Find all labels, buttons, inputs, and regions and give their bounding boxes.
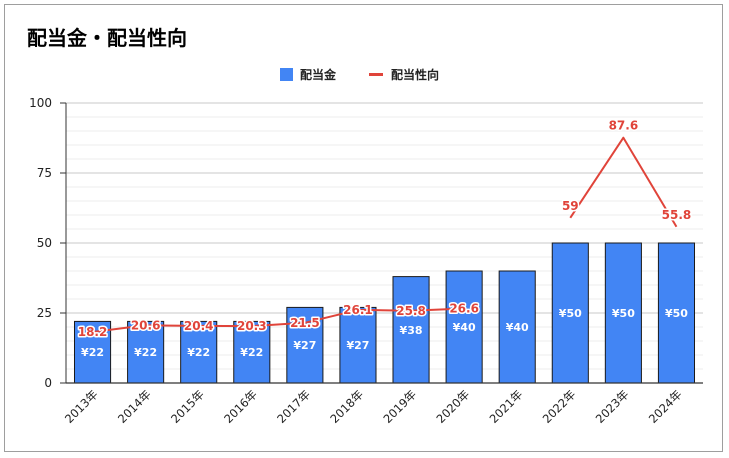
x-tick-label: 2019年 xyxy=(380,387,419,426)
bar xyxy=(604,242,642,384)
chart-title: 配当金・配当性向 xyxy=(27,26,187,50)
bar xyxy=(233,320,271,384)
line-data-label: 18.2 xyxy=(78,325,108,339)
bar-data-label: ¥27 xyxy=(346,339,369,352)
bar-data-label: ¥22 xyxy=(240,346,263,359)
x-tick-label: 2021年 xyxy=(487,387,526,426)
x-tick-label: 2022年 xyxy=(540,387,579,426)
bar xyxy=(498,270,536,384)
x-tick-label: 2015年 xyxy=(168,387,207,426)
bar-data-label: ¥22 xyxy=(134,346,157,359)
bar xyxy=(445,270,483,384)
y-tick-label: 100 xyxy=(29,96,52,110)
bar-data-label: ¥50 xyxy=(665,307,688,320)
x-tick-label: 2024年 xyxy=(646,387,685,426)
payout-ratio-line xyxy=(92,307,465,334)
bar-data-label: ¥38 xyxy=(400,324,423,337)
bar xyxy=(127,320,165,384)
bar xyxy=(551,242,589,384)
line-data-label: 26.6 xyxy=(449,302,479,316)
x-tick-label: 2013年 xyxy=(62,387,101,426)
legend-swatch-bar-icon xyxy=(280,67,293,81)
line-data-label: 20.6 xyxy=(131,318,161,332)
chart-legend: 配当金 配当性向 xyxy=(0,64,729,84)
x-tick-label: 2020年 xyxy=(434,387,473,426)
bar xyxy=(657,242,696,384)
payout-ratio-line xyxy=(569,136,678,228)
line-data-label: 21.5 xyxy=(290,316,320,330)
x-tick-label: 2014年 xyxy=(115,387,154,426)
y-tick-label: 25 xyxy=(37,306,52,320)
legend-item-dividend: 配当金 xyxy=(280,64,336,84)
legend-label-payout-ratio: 配当性向 xyxy=(391,67,440,82)
bar-data-label: ¥22 xyxy=(81,346,104,359)
y-tick-label: 0 xyxy=(44,376,52,390)
y-tick-label: 75 xyxy=(37,166,52,180)
line-data-label: 20.3 xyxy=(237,319,267,333)
line-data-label: 55.8 xyxy=(662,208,692,222)
bar-data-label: ¥50 xyxy=(612,307,635,320)
bar xyxy=(339,306,377,384)
bar-data-label: ¥22 xyxy=(187,346,210,359)
bar xyxy=(392,276,430,384)
y-tick-label: 50 xyxy=(37,236,52,250)
x-tick-label: 2018年 xyxy=(327,387,366,426)
line-data-label: 25.8 xyxy=(396,304,426,318)
bar-data-label: ¥40 xyxy=(506,321,529,334)
legend-item-payout-ratio: 配当性向 xyxy=(369,64,439,84)
bar xyxy=(180,320,218,384)
x-tick-label: 2017年 xyxy=(274,387,313,426)
line-data-label: 26.1 xyxy=(343,303,373,317)
x-tick-label: 2016年 xyxy=(221,387,260,426)
line-data-label: 59 xyxy=(562,199,579,213)
legend-swatch-line-icon xyxy=(369,72,383,76)
bar-data-label: ¥27 xyxy=(293,339,316,352)
legend-label-dividend: 配当金 xyxy=(300,67,337,82)
bar-data-label: ¥40 xyxy=(453,321,476,334)
bar-data-label: ¥50 xyxy=(559,307,582,320)
line-data-label: 87.6 xyxy=(609,119,639,133)
x-tick-label: 2023年 xyxy=(593,387,632,426)
line-data-label: 20.4 xyxy=(184,319,214,333)
